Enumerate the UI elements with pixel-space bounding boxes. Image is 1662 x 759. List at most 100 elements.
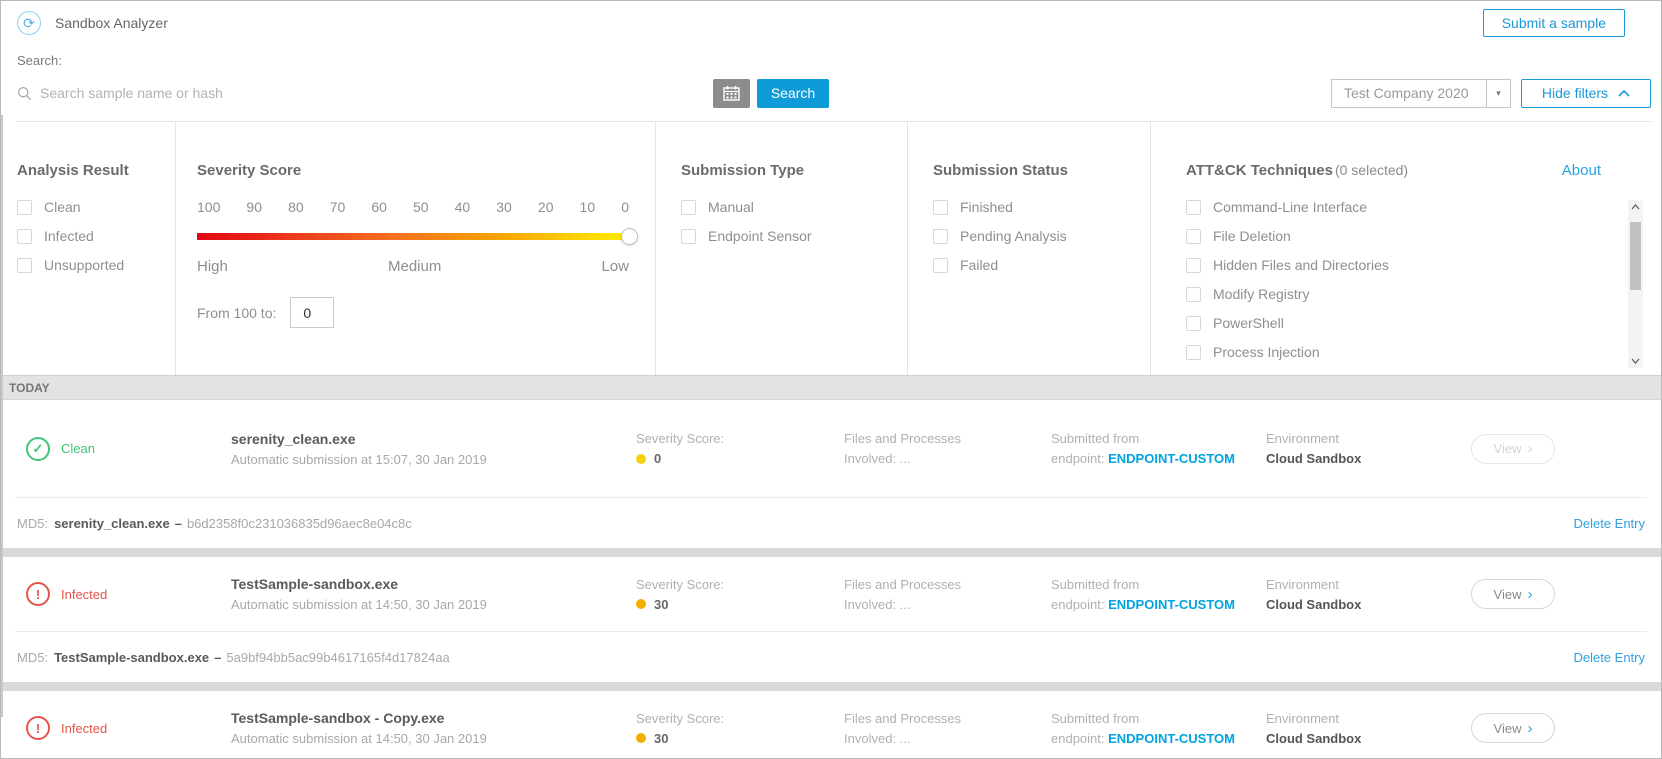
checkbox-finished[interactable]: Finished [933,199,1150,215]
checkbox-icon[interactable] [681,199,696,215]
sample-file-name: TestSample-sandbox - Copy.exe [231,710,445,726]
checkbox-label: Finished [960,199,1013,215]
checkbox-icon[interactable] [933,199,948,215]
checkbox-infected[interactable]: Infected [17,228,175,244]
files-processes-value: Involved: ... [844,596,911,612]
environment-value: Cloud Sandbox [1266,451,1362,466]
checkbox-unsupported[interactable]: Unsupported [17,257,175,273]
entry-separator [1,682,1661,691]
chevron-down-icon[interactable]: ▾ [1486,79,1510,107]
severity-range-input[interactable] [290,297,335,328]
search-input[interactable] [40,85,697,101]
view-button[interactable]: View › [1471,579,1555,609]
checkbox-icon[interactable] [681,228,696,244]
checkbox-failed[interactable]: Failed [933,257,1150,273]
search-box[interactable] [17,78,697,108]
severity-score-label: Severity Score: [636,710,725,726]
endpoint-prefix: endpoint: [1051,596,1109,612]
checkbox-icon[interactable] [933,257,948,273]
checkbox-icon[interactable] [17,199,32,215]
severity-dot [636,733,646,743]
attack-techniques-list: Command-Line Interface File Deletion Hid… [1186,199,1601,362]
severity-words: High Medium Low [197,258,629,275]
company-select[interactable]: Test Company 2020 ▾ [1331,78,1511,108]
checkbox-label: Failed [960,257,999,273]
divider [17,121,1651,122]
checkbox-pending-analysis[interactable]: Pending Analysis [933,228,1150,244]
checkbox-icon[interactable] [1186,257,1201,273]
status-label: Infected [61,586,108,602]
environment-label: Environment [1266,431,1339,446]
checkbox-modify-registry[interactable]: Modify Registry [1186,286,1601,302]
checkbox-file-deletion[interactable]: File Deletion [1186,228,1601,244]
checkbox-icon[interactable] [17,257,32,273]
md5-separator: – [214,649,222,665]
checkbox-icon[interactable] [1186,228,1201,244]
chevron-right-icon: › [1527,440,1533,457]
checkbox-icon[interactable] [1186,344,1201,360]
checkbox-clean[interactable]: Clean [17,199,175,215]
endpoint-line: endpoint: ENDPOINT-CUSTOM [1051,451,1266,466]
delete-entry-link[interactable]: Delete Entry [1573,515,1645,531]
entry-main-row: ✓ Clean serenity_clean.exe Automatic sub… [1,400,1661,497]
severity-value: 30 [654,730,669,746]
view-button[interactable]: View › [1471,713,1555,743]
search-label: Search: [17,53,62,68]
delete-entry-link[interactable]: Delete Entry [1573,649,1645,665]
submit-sample-button[interactable]: Submit a sample [1482,8,1625,37]
submission-info: Automatic submission at 15:07, 30 Jan 20… [231,451,487,467]
endpoint-name[interactable]: ENDPOINT-CUSTOM [1108,451,1235,466]
company-select-value: Test Company 2020 [1344,85,1469,101]
checkbox-icon[interactable] [1186,315,1201,331]
calendar-icon [723,85,740,101]
view-label: View [1493,720,1522,736]
date-filter-button[interactable] [713,78,750,108]
filter-submission-type: Submission Type Manual Endpoint Sensor [656,122,908,375]
entry-md5-row: MD5: serenity_clean.exe – b6d2358f0c2310… [1,498,1661,548]
attack-selected-count: (0 selected) [1334,162,1409,178]
attack-list-scrollbar[interactable] [1628,200,1643,368]
checkbox-icon[interactable] [17,228,32,244]
view-button: View › [1471,433,1555,464]
files-processes-value: Involved: ... [844,451,911,466]
refresh-icon[interactable]: ⟳ [17,10,41,35]
search-button[interactable]: Search [757,78,829,108]
files-processes-label: Files and Processes [844,431,962,446]
severity-gradient-bar[interactable] [197,233,629,240]
checkbox-icon[interactable] [1186,286,1201,302]
filter-title: ATT&CK Techniques [1186,162,1333,179]
sample-file-name: serenity_clean.exe [231,430,356,447]
checkbox-icon[interactable] [933,228,948,244]
hide-filters-label: Hide filters [1541,85,1609,101]
md5-file-name: TestSample-sandbox.exe [54,649,210,665]
view-label: View [1493,441,1522,456]
tick-label: 100 [197,199,221,215]
checkbox-endpoint-sensor[interactable]: Endpoint Sensor [681,228,907,244]
scrollbar-thumb[interactable] [1630,222,1641,290]
hide-filters-button[interactable]: Hide filters [1521,78,1651,108]
endpoint-name[interactable]: ENDPOINT-CUSTOM [1108,596,1235,612]
tick-label: 0 [621,199,629,215]
checkbox-manual[interactable]: Manual [681,199,907,215]
result-entry: ✓ Clean serenity_clean.exe Automatic sub… [1,400,1661,548]
files-processes-label: Files and Processes [844,710,962,726]
scroll-down-icon[interactable] [1628,354,1643,368]
severity-value: 30 [654,596,669,612]
endpoint-name[interactable]: ENDPOINT-CUSTOM [1108,730,1235,746]
submission-info: Automatic submission at 14:50, 30 Jan 20… [231,597,487,612]
severity-slider-handle[interactable] [621,228,638,245]
checkbox-command-line-interface[interactable]: Command-Line Interface [1186,199,1601,215]
md5-label: MD5: [17,515,49,531]
md5-hash: b6d2358f0c231036835d96aec8e04c8c [186,515,412,531]
checkbox-hidden-files-and-directories[interactable]: Hidden Files and Directories [1186,257,1601,273]
scroll-up-icon[interactable] [1628,200,1643,214]
severity-value: 0 [654,451,662,466]
about-link[interactable]: About [1561,162,1601,179]
checkbox-powershell[interactable]: PowerShell [1186,315,1601,331]
status-label: Infected [61,720,108,736]
checkbox-process-injection[interactable]: Process Injection [1186,344,1601,360]
checkbox-icon[interactable] [1186,199,1201,215]
result-entry: ! Infected TestSample-sandbox.exe Automa… [1,557,1661,682]
infected-status-icon: ! [26,716,50,740]
